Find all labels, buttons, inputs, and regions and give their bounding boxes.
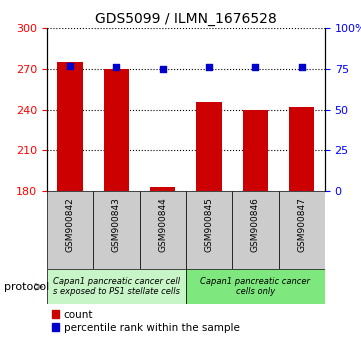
Bar bbox=[47, 269, 186, 304]
Bar bbox=[289, 107, 314, 191]
Bar bbox=[140, 191, 186, 269]
Bar bbox=[47, 191, 93, 269]
Point bbox=[253, 64, 258, 70]
Point bbox=[206, 64, 212, 70]
Title: GDS5099 / ILMN_1676528: GDS5099 / ILMN_1676528 bbox=[95, 12, 277, 26]
Point bbox=[113, 64, 119, 70]
Text: GSM900842: GSM900842 bbox=[66, 198, 75, 252]
Bar bbox=[243, 110, 268, 191]
Text: protocol: protocol bbox=[4, 282, 49, 292]
Text: GSM900844: GSM900844 bbox=[158, 198, 167, 252]
Point bbox=[160, 66, 166, 72]
Point bbox=[67, 63, 73, 69]
Bar bbox=[104, 69, 129, 191]
Point bbox=[299, 64, 305, 70]
Text: Capan1 pancreatic cancer
cells only: Capan1 pancreatic cancer cells only bbox=[200, 277, 310, 296]
Bar bbox=[57, 62, 83, 191]
Text: Capan1 pancreatic cancer cell
s exposed to PS1 stellate cells: Capan1 pancreatic cancer cell s exposed … bbox=[53, 277, 180, 296]
Bar bbox=[93, 191, 140, 269]
Bar bbox=[186, 191, 232, 269]
Text: GSM900845: GSM900845 bbox=[205, 198, 214, 252]
Text: GSM900843: GSM900843 bbox=[112, 198, 121, 252]
Bar bbox=[150, 187, 175, 191]
Bar bbox=[186, 269, 325, 304]
Bar bbox=[232, 191, 279, 269]
Text: GSM900846: GSM900846 bbox=[251, 198, 260, 252]
Legend: count, percentile rank within the sample: count, percentile rank within the sample bbox=[52, 310, 239, 333]
Text: GSM900847: GSM900847 bbox=[297, 198, 306, 252]
Bar bbox=[196, 102, 222, 191]
Bar bbox=[279, 191, 325, 269]
